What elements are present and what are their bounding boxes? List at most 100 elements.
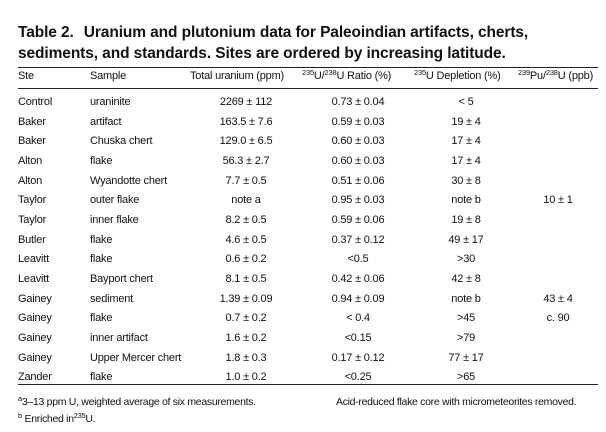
table-row: Taylor inner flake 8.2 ± 0.5 0.59 ± 0.06 19 … <box>18 210 598 230</box>
cell-sample: flake <box>90 233 113 246</box>
cell-sample: flake <box>90 312 113 325</box>
table-row: Gainey Upper Mercer chert 1.8 ± 0.3 0.17 ± … <box>18 348 598 368</box>
cell-sample: uraninite <box>90 95 131 108</box>
cell-sample: sediment <box>90 292 134 305</box>
cell-depletion: >65 <box>456 371 476 384</box>
cell-total-uranium: 163.5 ± 7.6 <box>219 115 273 128</box>
cell-total-uranium: 4.6 ± 0.5 <box>225 233 267 246</box>
cell-ratio: < 0.4 <box>346 312 370 325</box>
col-header-sample: Sample <box>90 70 127 82</box>
table-row: Leavitt Bayport chert 8.1 ± 0.5 0.42 ± 0.06… <box>18 269 598 289</box>
cell-depletion: 42 ± 8 <box>451 273 481 286</box>
cell-total-uranium: 2269 ± 112 <box>219 95 273 108</box>
footnote-b-mark: b <box>18 411 22 420</box>
cell-total-uranium: 7.7 ± 0.5 <box>225 174 267 187</box>
cell-plutonium <box>518 250 598 270</box>
cell-depletion: 19 ± 4 <box>451 115 481 128</box>
table-row: Butler flake 4.6 ± 0.5 0.37 ± 0.12 49 ± 17 <box>18 230 598 250</box>
cell-ratio: 0.42 ± 0.06 <box>331 273 385 286</box>
top-rule <box>18 67 598 68</box>
table-row: Baker Chuska chert 129.0 ± 6.5 0.60 ± 0.03 1… <box>18 131 598 151</box>
cell-site: Taylor <box>18 194 47 207</box>
cell-depletion: 77 ± 17 <box>448 351 484 364</box>
cell-ratio: 0.60 ± 0.03 <box>331 154 385 167</box>
footnote-b: b Enriched in235U. <box>18 411 96 425</box>
footnote-a-right: Acid-reduced flake core with micrometeor… <box>336 396 577 408</box>
cell-depletion: note b <box>451 194 481 207</box>
cell-site: Baker <box>18 115 46 128</box>
cell-plutonium <box>518 88 598 112</box>
cell-sample: Bayport chert <box>90 273 153 286</box>
cell-plutonium: 10 ± 1 <box>543 194 573 207</box>
cell-total-uranium: note a <box>231 194 261 207</box>
cell-sample: inner flake <box>90 213 139 226</box>
cell-ratio: <0.15 <box>344 332 372 345</box>
cell-site: Alton <box>18 174 43 187</box>
cell-ratio: 0.73 ± 0.04 <box>331 95 385 108</box>
cell-total-uranium: 56.3 ± 2.7 <box>222 154 270 167</box>
table-row: Baker artifact 163.5 ± 7.6 0.59 ± 0.03 19 ± … <box>18 112 598 132</box>
cell-ratio: 0.94 ± 0.09 <box>331 292 385 305</box>
cell-site: Zander <box>18 371 52 384</box>
cell-site: Taylor <box>18 213 47 226</box>
cell-total-uranium: 8.2 ± 0.5 <box>225 213 267 226</box>
cell-depletion: >30 <box>456 253 476 266</box>
table-row: Control uraninite 2269 ± 112 0.73 ± 0.04 < 5 <box>18 88 598 112</box>
footnote-b-text: Enriched in <box>24 413 75 425</box>
cell-ratio: 0.59 ± 0.06 <box>331 213 385 226</box>
cell-depletion: 19 ± 8 <box>451 213 481 226</box>
cell-plutonium <box>518 151 598 171</box>
cell-plutonium <box>518 348 598 368</box>
table-row: Alton flake 56.3 ± 2.7 0.60 ± 0.03 17 ± 4 <box>18 151 598 171</box>
col-header-total-uranium: Total uranium (ppm) <box>190 70 285 82</box>
cell-site: Leavitt <box>18 273 50 286</box>
cell-sample: flake <box>90 154 113 167</box>
footnote-a-mark: a <box>18 394 22 403</box>
cell-site: Gainey <box>18 312 52 325</box>
cell-depletion: 49 ± 17 <box>448 233 484 246</box>
cell-ratio: 0.17 ± 0.12 <box>331 351 385 364</box>
footnote-a-text: 3–13 ppm U, weighted average of six meas… <box>21 396 256 408</box>
cell-sample: Upper Mercer chert <box>90 351 182 364</box>
cell-site: Leavitt <box>18 253 50 266</box>
footnotes: a3–13 ppm U, weighted average of six mea… <box>18 394 603 428</box>
cell-depletion: note b <box>451 292 481 305</box>
cell-ratio: 0.95 ± 0.03 <box>331 194 385 207</box>
cell-sample: flake <box>90 371 113 384</box>
cell-total-uranium: 129.0 ± 6.5 <box>219 135 273 148</box>
table-label: Table 2. <box>18 24 74 41</box>
cell-plutonium <box>518 269 598 289</box>
cell-plutonium <box>518 131 598 151</box>
footnote-a: a3–13 ppm U, weighted average of six mea… <box>18 394 603 411</box>
cell-plutonium <box>518 368 598 388</box>
cell-depletion: >79 <box>456 332 476 345</box>
bottom-rule <box>18 384 598 385</box>
cell-ratio: <0.25 <box>344 371 372 384</box>
cell-sample: Wyandotte chert <box>90 174 167 187</box>
data-table: Ste Sample Total uranium (ppm) 235U/238U… <box>18 64 598 387</box>
cell-total-uranium: 0.7 ± 0.2 <box>225 312 267 325</box>
cell-total-uranium: 1.0 ± 0.2 <box>225 371 267 384</box>
cell-ratio: <0.5 <box>347 253 369 266</box>
cell-depletion: < 5 <box>458 95 474 108</box>
cell-total-uranium: 1.39 ± 0.09 <box>219 292 273 305</box>
table-row: Alton Wyandotte chert 7.7 ± 0.5 0.51 ± 0.06… <box>18 171 598 191</box>
header-rule <box>18 88 598 89</box>
cell-sample: flake <box>90 253 113 266</box>
cell-sample: artifact <box>90 115 122 128</box>
header-row: Ste Sample Total uranium (ppm) 235U/238U… <box>18 64 598 88</box>
cell-site: Baker <box>18 135 46 148</box>
table-row: Zander flake 1.0 ± 0.2 <0.25 >65 <box>18 368 598 388</box>
cell-ratio: 0.51 ± 0.06 <box>331 174 385 187</box>
cell-plutonium: 43 ± 4 <box>543 292 573 305</box>
table-row: Leavitt flake 0.6 ± 0.2 <0.5 >30 <box>18 250 598 270</box>
cell-site: Butler <box>18 233 46 246</box>
cell-site: Alton <box>18 154 43 167</box>
cell-total-uranium: 1.8 ± 0.3 <box>225 351 267 364</box>
cell-site: Control <box>18 95 53 108</box>
cell-plutonium: c. 90 <box>546 312 570 325</box>
cell-total-uranium: 0.6 ± 0.2 <box>225 253 267 266</box>
cell-ratio: 0.60 ± 0.03 <box>331 135 385 148</box>
cell-depletion: >45 <box>456 312 476 325</box>
table-title: Uranium and plutonium data for Paleoindi… <box>18 24 529 62</box>
